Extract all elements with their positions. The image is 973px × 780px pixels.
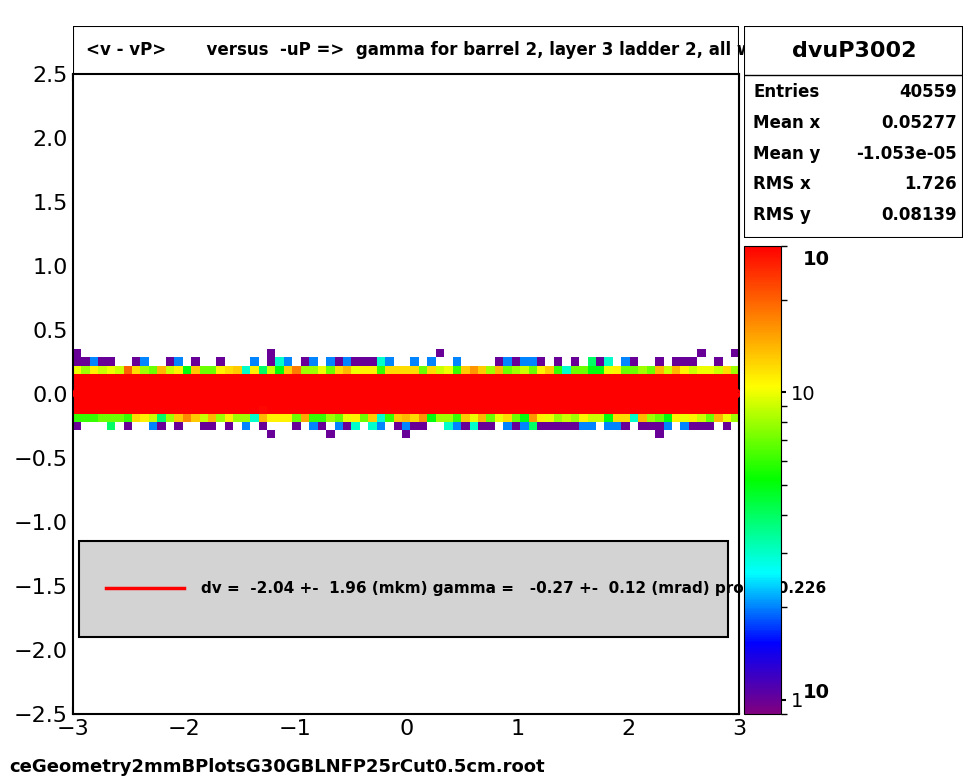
Text: RMS x: RMS x (753, 176, 811, 193)
Bar (79, 541, 729, 637)
Text: ceGeometry2mmBPlotsG30GBLNFP25rCut0.5cm.root: ceGeometry2mmBPlotsG30GBLNFP25rCut0.5cm.… (10, 758, 545, 776)
Text: -1.053e-05: -1.053e-05 (856, 144, 956, 162)
Text: 0.05277: 0.05277 (881, 114, 956, 132)
Text: 10: 10 (803, 683, 830, 702)
Text: 1.726: 1.726 (904, 176, 956, 193)
Text: 10: 10 (803, 250, 830, 268)
Text: <v - vP>       versus  -uP =>  gamma for barrel 2, layer 3 ladder 2, all wafers: <v - vP> versus -uP => gamma for barrel … (87, 41, 801, 59)
Text: 0.08139: 0.08139 (882, 206, 956, 224)
Text: RMS y: RMS y (753, 206, 811, 224)
Text: dv =  -2.04 +-  1.96 (mkm) gamma =   -0.27 +-  0.12 (mrad) prob = 0.226: dv = -2.04 +- 1.96 (mkm) gamma = -0.27 +… (200, 581, 826, 596)
Text: Mean x: Mean x (753, 114, 820, 132)
Text: 40559: 40559 (899, 83, 956, 101)
Text: Mean y: Mean y (753, 144, 820, 162)
Text: Entries: Entries (753, 83, 819, 101)
Text: dvuP3002: dvuP3002 (792, 41, 916, 61)
